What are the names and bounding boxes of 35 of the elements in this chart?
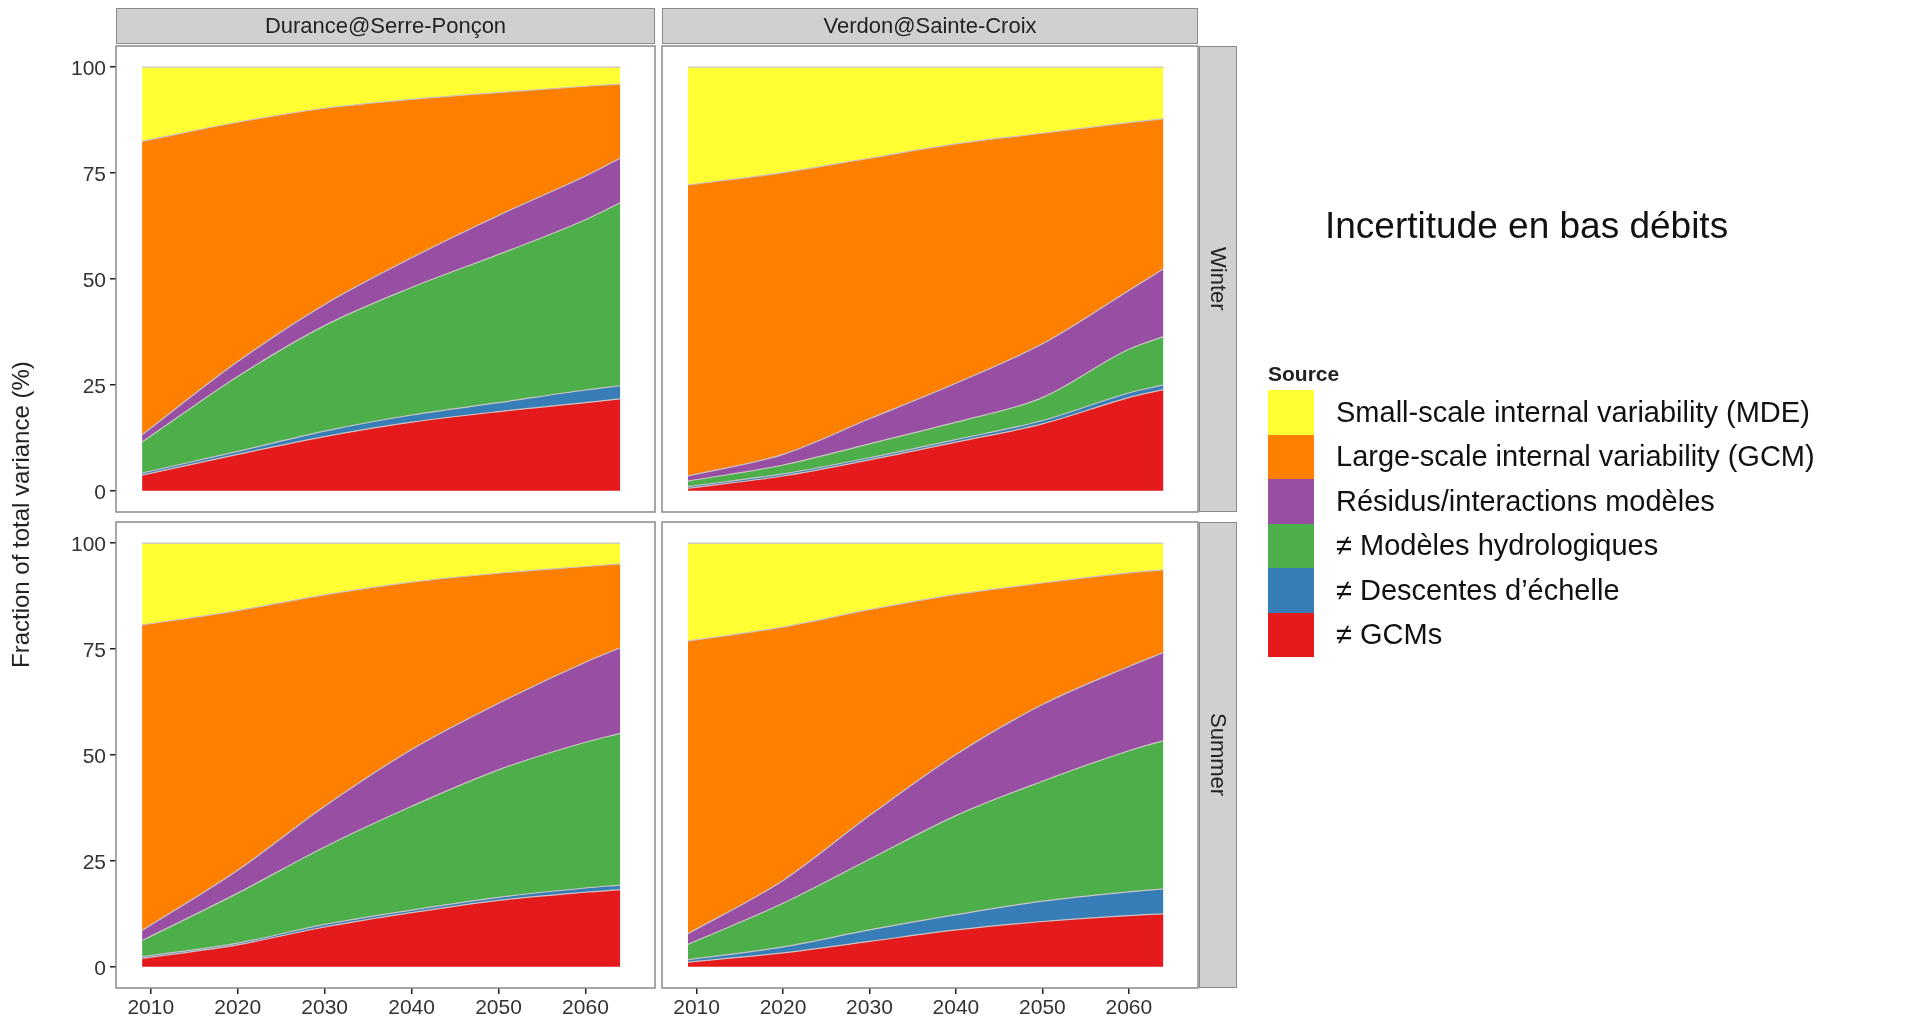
text: Winter <box>1199 46 1237 512</box>
x-tick-label: 2050 <box>475 995 522 1019</box>
y-tick-label: 50 <box>82 267 106 291</box>
x-tick-label: 2030 <box>301 995 348 1019</box>
legend-label: ≠ Modèles hydrologiques <box>1336 529 1659 563</box>
y-tick-label: 50 <box>82 743 106 767</box>
legend-label: Large-scale internal variability (GCM) <box>1336 440 1815 474</box>
x-tick-label: 2050 <box>1019 995 1066 1019</box>
y-tick-label: 25 <box>82 373 106 397</box>
x-tick-label: 2010 <box>127 995 175 1019</box>
legend-label: Small-scale internal variability (MDE) <box>1336 395 1810 429</box>
x-tick-label: 2060 <box>562 995 609 1019</box>
text: Summer <box>1199 522 1237 988</box>
legend-label: ≠ Descentes d’échelle <box>1336 573 1620 607</box>
x-tick-label: 2060 <box>1105 995 1153 1019</box>
text: Incertitude en bas débits <box>1325 205 1729 247</box>
y-tick-label: 0 <box>94 479 106 503</box>
y-tick-label: 75 <box>82 637 106 661</box>
legend-label: ≠ GCMs <box>1336 618 1443 652</box>
y-tick-label: 75 <box>82 161 106 185</box>
x-tick-label: 2020 <box>214 995 262 1019</box>
legend-label: Résidus/interactions modèles <box>1336 484 1715 518</box>
x-tick-label: 2040 <box>388 995 435 1019</box>
y-tick-label: 25 <box>82 849 106 873</box>
chart-title: Durance@Serre-Ponçon <box>116 8 655 44</box>
x-tick-label: 2030 <box>846 995 893 1019</box>
y-tick-label: 100 <box>70 55 106 79</box>
legend-title: Source <box>1268 362 1341 386</box>
y-tick-label: 100 <box>70 531 106 555</box>
x-tick-label: 2040 <box>932 995 980 1019</box>
x-tick-label: 2020 <box>759 995 807 1019</box>
y-tick-label: 0 <box>94 955 106 979</box>
chart-title: Verdon@Sainte-Croix <box>662 8 1198 44</box>
y-axis-title: Fraction of total variance (%) <box>6 360 35 671</box>
x-tick-label: 2010 <box>673 995 720 1019</box>
